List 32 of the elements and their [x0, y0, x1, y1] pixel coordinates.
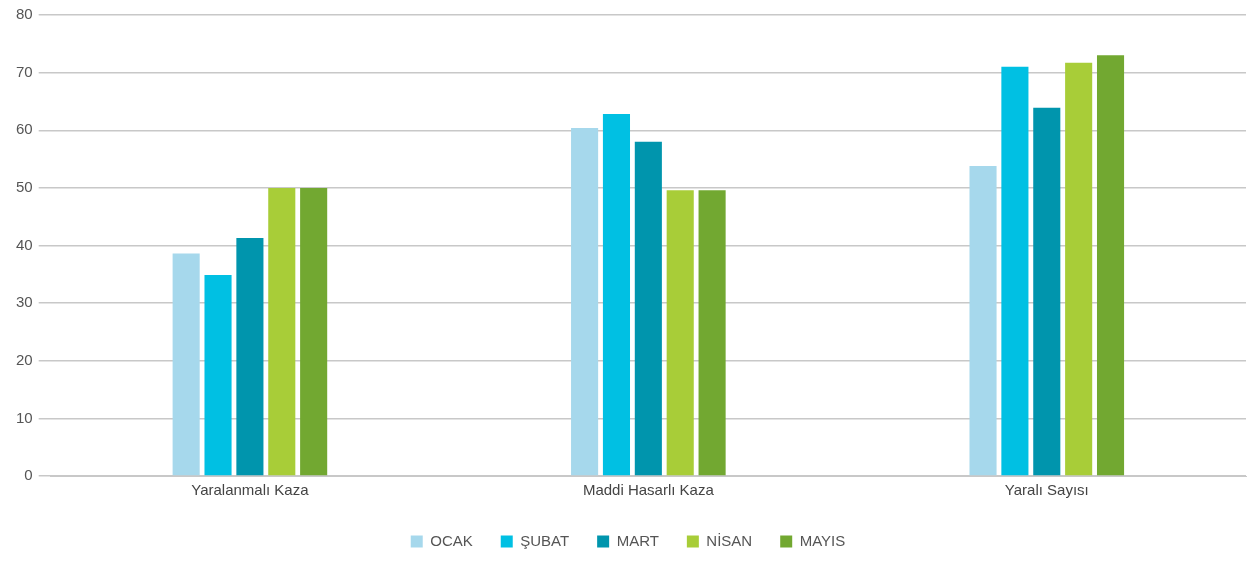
y-tick-label: 40: [16, 235, 33, 253]
bar: [571, 127, 599, 476]
bar: [634, 141, 662, 476]
bar: [1065, 62, 1093, 476]
bar: [666, 190, 694, 476]
y-tick-label: 20: [16, 350, 33, 368]
legend-label: NİSAN: [706, 531, 753, 549]
y-tick-label: 50: [16, 178, 33, 196]
legend-label: OCAK: [430, 531, 473, 549]
y-tick-label: 70: [16, 62, 33, 80]
bar: [1001, 66, 1029, 476]
y-tick-label: 30: [16, 293, 33, 311]
bar: [204, 274, 232, 476]
legend-label: ŞUBAT: [520, 531, 570, 549]
bar: [172, 253, 200, 476]
bar: [236, 238, 264, 476]
bar: [602, 114, 631, 476]
bar: [1033, 107, 1061, 476]
y-tick-label: 60: [16, 120, 33, 138]
x-tick-label: Yaralanmalı Kaza: [191, 481, 310, 499]
bar: [268, 187, 296, 476]
legend-label: MART: [616, 531, 659, 549]
y-tick-label: 80: [16, 5, 33, 23]
legend-label: MAYIS: [799, 531, 846, 549]
bar: [698, 190, 726, 476]
y-tick-label: 0: [24, 466, 33, 484]
x-tick-label: Yaralı Sayısı: [1004, 481, 1089, 499]
x-tick-label: Maddi Hasarlı Kaza: [582, 481, 715, 499]
bar: [1096, 55, 1125, 476]
y-tick-label: 10: [16, 408, 33, 426]
bar: [300, 187, 328, 476]
bar: [969, 165, 997, 476]
